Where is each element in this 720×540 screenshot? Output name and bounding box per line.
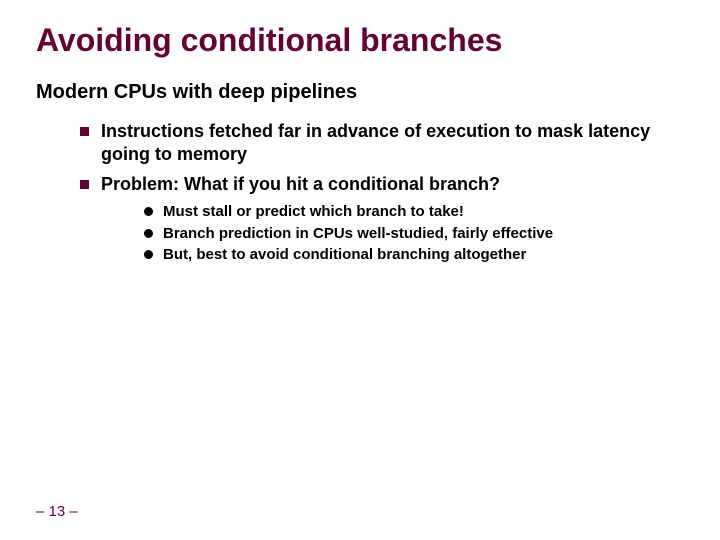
sub-bullet-text: Branch prediction in CPUs well-studied, … (163, 224, 553, 244)
bullet-item: Instructions fetched far in advance of e… (80, 120, 684, 167)
slide-title: Avoiding conditional branches (36, 22, 684, 59)
bullet-item: Problem: What if you hit a conditional b… (80, 173, 684, 196)
square-bullet-icon (80, 127, 89, 136)
sub-bullet-item: Branch prediction in CPUs well-studied, … (144, 224, 684, 244)
sub-bullet-text: Must stall or predict which branch to ta… (163, 202, 464, 222)
sub-bullet-item: But, best to avoid conditional branching… (144, 245, 684, 265)
page-number: – 13 – (36, 503, 78, 520)
slide-subtitle: Modern CPUs with deep pipelines (36, 81, 684, 104)
sub-bullet-text: But, best to avoid conditional branching… (163, 245, 526, 265)
bullet-text: Problem: What if you hit a conditional b… (101, 173, 500, 196)
circle-bullet-icon (144, 250, 153, 259)
bullet-text: Instructions fetched far in advance of e… (101, 120, 661, 167)
square-bullet-icon (80, 180, 89, 189)
sub-bullet-item: Must stall or predict which branch to ta… (144, 202, 684, 222)
circle-bullet-icon (144, 229, 153, 238)
circle-bullet-icon (144, 207, 153, 216)
